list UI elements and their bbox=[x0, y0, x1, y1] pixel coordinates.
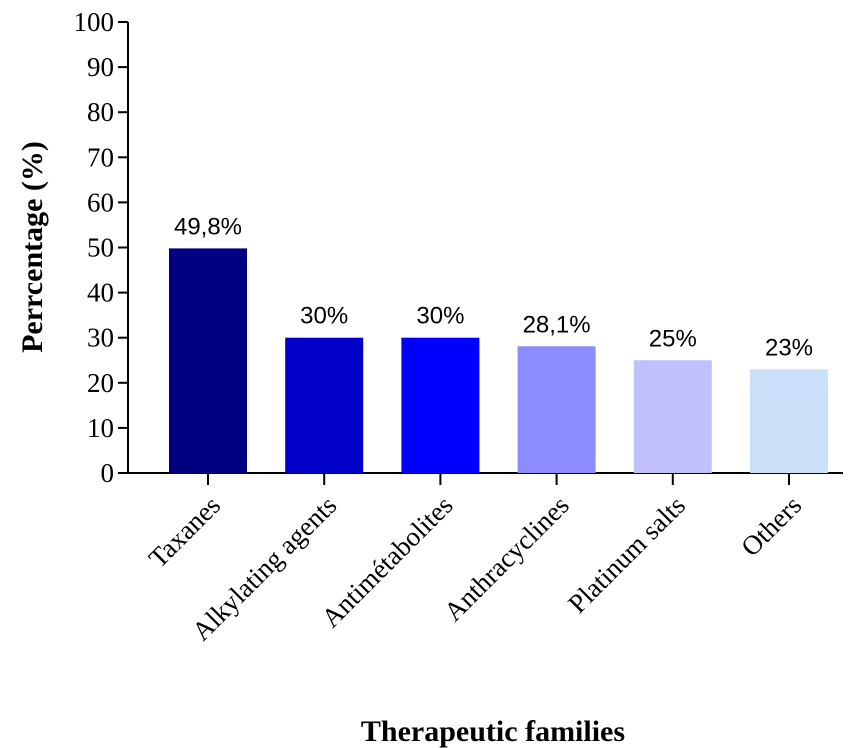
x-axis bbox=[128, 472, 843, 485]
y-tick-label: 30 bbox=[87, 323, 114, 353]
y-tick-label: 50 bbox=[87, 233, 114, 263]
y-tick-label: 70 bbox=[87, 142, 114, 172]
bar bbox=[517, 346, 596, 473]
bar bbox=[285, 337, 364, 473]
y-tick-label: 90 bbox=[87, 52, 114, 82]
y-tick-label: 20 bbox=[87, 368, 114, 398]
bar bbox=[169, 248, 247, 473]
y-axis: 0 10 20 30 40 50 60 70 80 90 100 bbox=[74, 7, 129, 488]
y-tick-label: 100 bbox=[74, 7, 115, 37]
y-tick-label: 40 bbox=[87, 278, 114, 308]
bars bbox=[169, 248, 828, 473]
data-label: 25% bbox=[649, 325, 697, 352]
data-label: 30% bbox=[416, 303, 464, 330]
y-tick-label: 10 bbox=[87, 413, 114, 443]
x-axis-title: Therapeutic families bbox=[361, 715, 625, 748]
bar bbox=[750, 369, 828, 473]
bar bbox=[633, 360, 712, 473]
y-tick-label: 80 bbox=[87, 97, 114, 127]
y-tick-label: 0 bbox=[101, 458, 115, 488]
x-tick-label: Others bbox=[735, 490, 807, 562]
x-tick-label: Taxanes bbox=[143, 490, 226, 573]
bar bbox=[401, 337, 480, 473]
x-tick-label: Anthracyclines bbox=[438, 490, 575, 627]
data-labels: 49,8% 30% 30% 28,1% 25% 23% bbox=[174, 213, 813, 361]
data-label: 49,8% bbox=[174, 213, 242, 240]
y-tick-label: 60 bbox=[87, 187, 114, 217]
y-axis-title: Perrcentage (%) bbox=[16, 141, 49, 353]
data-label: 30% bbox=[300, 303, 348, 330]
data-label: 28,1% bbox=[523, 311, 591, 338]
data-label: 23% bbox=[765, 334, 813, 361]
x-tick-label: Platinum salts bbox=[562, 490, 691, 619]
